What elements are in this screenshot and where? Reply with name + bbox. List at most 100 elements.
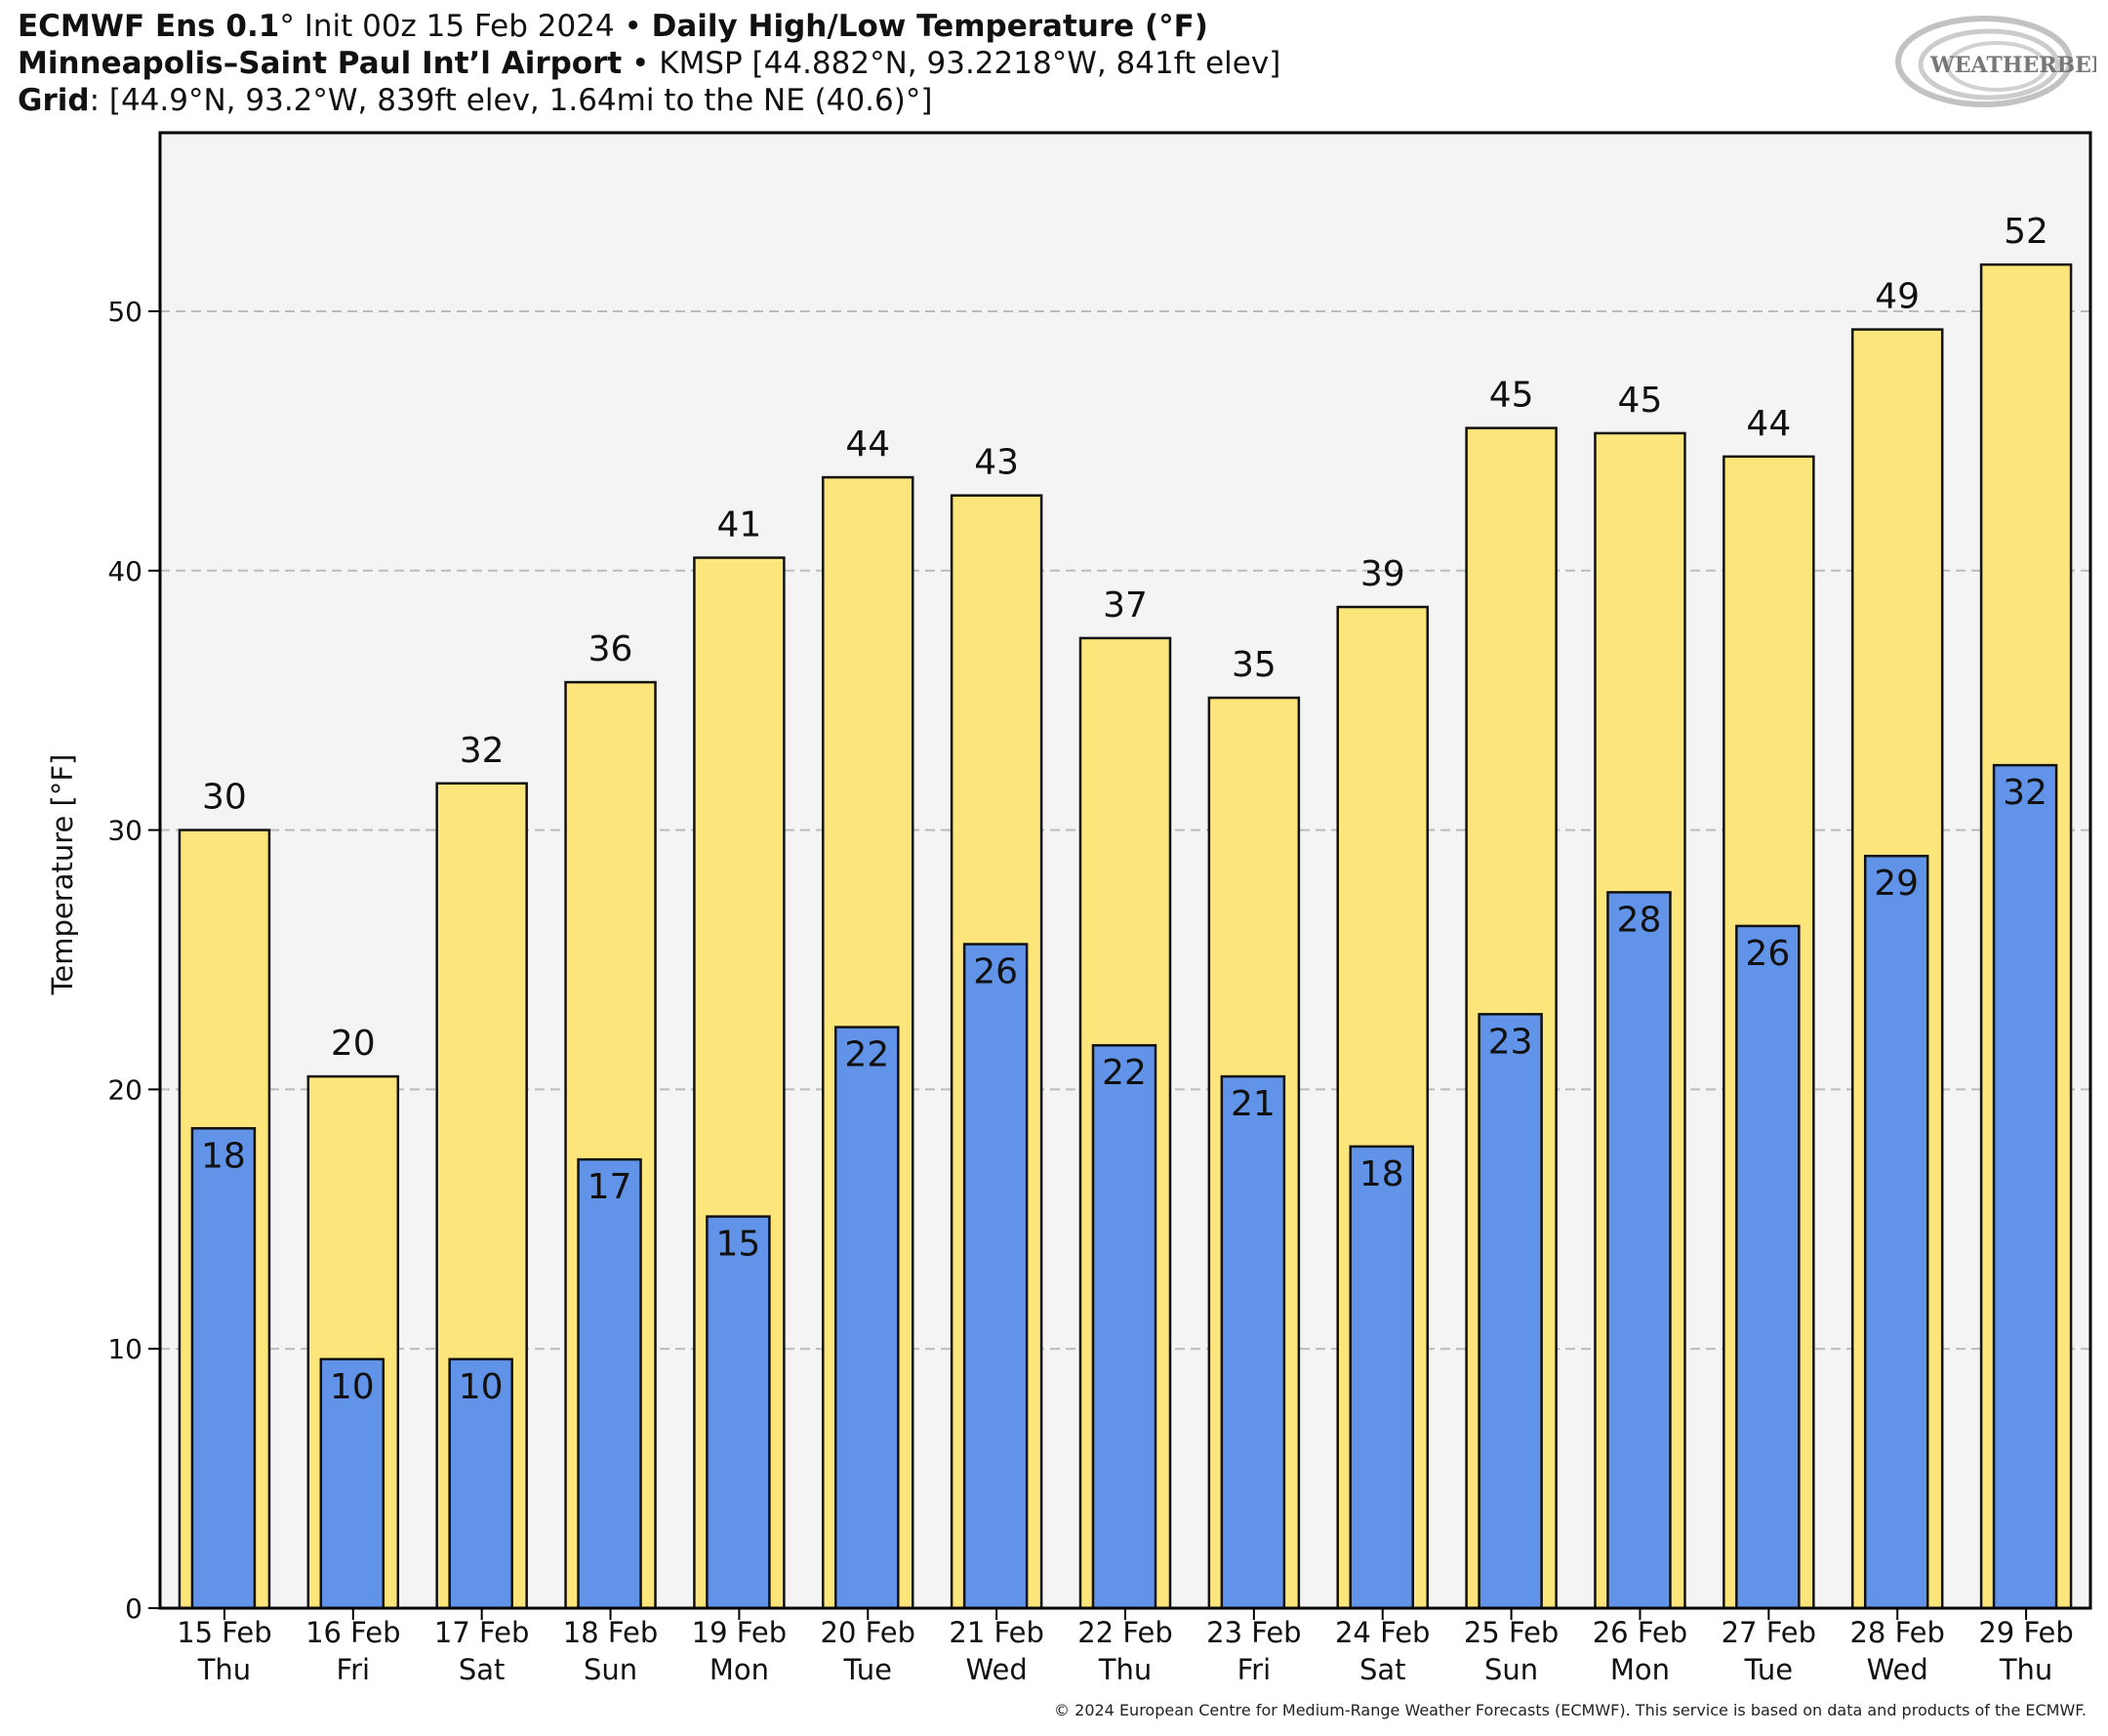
low-bar — [834, 1026, 900, 1610]
copyright-notice: © 2024 European Centre for Medium-Range … — [1054, 1701, 2087, 1719]
low-label: 26 — [973, 952, 1018, 992]
low-bar — [1992, 763, 2058, 1610]
low-label: 17 — [588, 1167, 632, 1207]
low-bar — [190, 1127, 257, 1610]
logo-text: WEATHERBELL — [1929, 53, 2096, 78]
separator: • — [624, 9, 642, 44]
low-bar — [1478, 1013, 1543, 1610]
high-label: 37 — [1103, 585, 1148, 626]
low-bar — [706, 1215, 771, 1610]
low-bar — [1349, 1145, 1414, 1610]
high-label: 32 — [460, 731, 505, 771]
grid-label: Grid — [18, 83, 90, 118]
x-tick-date: 28 Feb — [1849, 1616, 1944, 1649]
high-label: 52 — [2004, 212, 2048, 252]
low-label: 28 — [1617, 900, 1662, 940]
low-label: 10 — [459, 1367, 504, 1407]
low-bar — [1735, 924, 1801, 1610]
x-tick-day: Tue — [842, 1653, 892, 1686]
x-tick-date: 26 Feb — [1593, 1616, 1687, 1649]
x-tick-date: 24 Feb — [1335, 1616, 1430, 1649]
high-label: 44 — [845, 424, 890, 464]
high-label: 35 — [1232, 645, 1277, 685]
low-label: 15 — [715, 1225, 760, 1265]
y-tick-label: 50 — [107, 296, 142, 328]
y-tick-label: 40 — [107, 555, 142, 587]
x-tick-date: 27 Feb — [1722, 1616, 1816, 1649]
x-tick-day: Mon — [1610, 1653, 1670, 1686]
low-label: 21 — [1231, 1084, 1276, 1124]
model-name: ECMWF Ens 0.1 — [18, 9, 280, 44]
header-line-2: Minneapolis–Saint Paul Int’l Airport • K… — [18, 45, 1280, 82]
x-tick-day: Sat — [459, 1653, 506, 1686]
x-tick-date: 22 Feb — [1077, 1616, 1172, 1649]
x-tick-day: Wed — [1867, 1653, 1928, 1686]
y-axis-label: Temperature [°F] — [46, 754, 79, 996]
low-label: 29 — [1874, 864, 1919, 904]
station-info: KMSP [44.882°N, 93.2218°W, 841ft elev] — [659, 46, 1281, 81]
low-bar — [962, 943, 1029, 1610]
low-bar — [1863, 854, 1929, 1610]
header-line-1: ECMWF Ens 0.1° Init 00z 15 Feb 2024 • Da… — [18, 8, 1208, 45]
x-tick-day: Wed — [966, 1653, 1028, 1686]
high-label: 39 — [1360, 554, 1405, 594]
x-tick-date: 17 Feb — [434, 1616, 529, 1649]
x-tick-day: Sat — [1359, 1653, 1406, 1686]
low-bar — [1606, 891, 1672, 1610]
y-tick-label: 30 — [107, 815, 142, 847]
high-label: 36 — [588, 629, 633, 669]
x-tick-day: Sun — [584, 1653, 637, 1686]
y-tick-label: 10 — [107, 1333, 142, 1365]
high-label: 49 — [1875, 277, 1920, 317]
low-label: 32 — [2003, 773, 2047, 813]
low-label: 18 — [1359, 1154, 1404, 1194]
y-axis: 0 10 20 30 40 50 — [107, 296, 160, 1625]
station-name: Minneapolis–Saint Paul Int’l Airport — [18, 46, 623, 81]
low-label: 22 — [1102, 1053, 1147, 1093]
y-tick-label: 0 — [125, 1593, 142, 1625]
x-tick-day: Tue — [1744, 1653, 1794, 1686]
low-bar — [577, 1157, 642, 1610]
high-label: 41 — [716, 505, 761, 545]
x-tick-day: Mon — [709, 1653, 769, 1686]
low-label: 26 — [1745, 934, 1790, 974]
low-bar — [319, 1357, 385, 1610]
x-tick-date: 18 Feb — [563, 1616, 658, 1649]
init-time: Init 00z 15 Feb 2024 — [304, 9, 615, 44]
x-tick-date: 16 Feb — [305, 1616, 400, 1649]
y-tick-label: 20 — [107, 1073, 142, 1106]
x-tick-day: Thu — [1098, 1653, 1152, 1686]
x-tick-day: Fri — [1237, 1653, 1272, 1686]
low-bar — [1220, 1074, 1286, 1610]
header-line-3: Grid: [44.9°N, 93.2°W, 839ft elev, 1.64m… — [18, 82, 932, 119]
data-labels: 30 18 20 10 32 10 36 17 41 15 44 22 43 26 37 22 35 21 39 18… — [201, 212, 2048, 1407]
x-tick-date: 23 Feb — [1206, 1616, 1301, 1649]
x-tick-day: Thu — [1999, 1653, 2052, 1686]
weatherbell-logo: WEATHERBELL — [1895, 16, 2096, 107]
x-tick-day: Sun — [1484, 1653, 1538, 1686]
x-tick-day: Thu — [197, 1653, 251, 1686]
x-tick-date: 15 Feb — [177, 1616, 271, 1649]
x-axis: 15 Feb Thu 16 Feb Fri 17 Feb Sat 18 Feb Sun 19 F… — [158, 131, 2092, 1686]
model-degree: ° — [279, 9, 295, 44]
x-tick-date: 29 Feb — [1978, 1616, 2073, 1649]
product-title: Daily High/Low Temperature (°F) — [651, 9, 1208, 44]
bars — [178, 262, 2073, 1610]
low-label: 18 — [201, 1136, 246, 1176]
low-bar — [1091, 1043, 1157, 1610]
x-tick-date: 19 Feb — [692, 1616, 787, 1649]
low-label: 23 — [1488, 1022, 1533, 1062]
high-label: 43 — [974, 443, 1019, 483]
separator: • — [631, 46, 650, 81]
high-label: 44 — [1746, 404, 1791, 444]
x-tick-date: 21 Feb — [949, 1616, 1043, 1649]
x-tick-date: 20 Feb — [821, 1616, 915, 1649]
low-label: 22 — [844, 1035, 889, 1075]
plot-frame — [158, 131, 2092, 1610]
grid-info: : [44.9°N, 93.2°W, 839ft elev, 1.64mi to… — [89, 83, 933, 118]
x-tick-day: Fri — [337, 1653, 371, 1686]
low-label: 10 — [330, 1367, 375, 1407]
high-label: 45 — [1618, 381, 1663, 421]
high-label: 30 — [202, 778, 247, 818]
